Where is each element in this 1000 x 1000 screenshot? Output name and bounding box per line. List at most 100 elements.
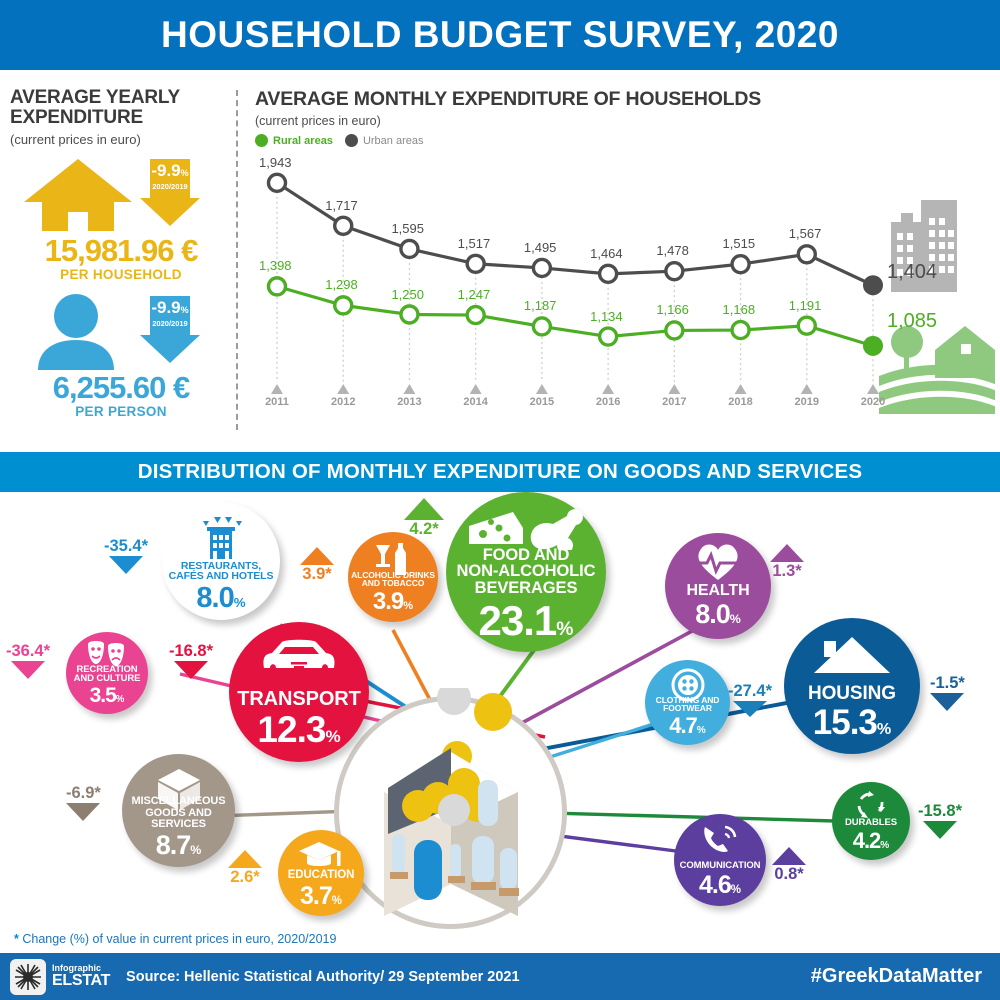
bubble-value-food: 23.1% (478, 597, 574, 644)
house-roof-icon (784, 635, 920, 677)
bubble-value-transport: 12.3% (257, 709, 341, 750)
chart-data-point (597, 326, 619, 347)
bubble-label-food: FOOD AND NON-ALCOHOLIC BEVERAGES (456, 545, 596, 598)
series-line-urban (276, 181, 874, 287)
chart-x-tick-label: 2014 (463, 396, 488, 408)
bubble-food[interactable]: FOOD AND NON-ALCOHOLIC BEVERAGES 23.1% (446, 492, 606, 652)
countryside-icon (879, 326, 995, 414)
legend-item-urban: Urban areas (344, 134, 423, 147)
bubble-alcoholic-drinks[interactable]: ALCOHOLIC DRINKS AND TOBACCO 3.9% (348, 532, 438, 622)
legend-label-rural: Rural areas (273, 134, 333, 147)
bubble-label-education: EDUCATION (287, 869, 355, 882)
bubble-durables[interactable]: DURABLES 4.2% (832, 782, 910, 860)
chart-point-label: 1,250 (391, 286, 424, 302)
source-text: Source: Hellenic Statistical Authority/ … (126, 968, 520, 985)
change-health: 1.3* (770, 544, 804, 581)
hashtag: #GreekDataMatter (810, 965, 982, 987)
chart-data-point (863, 335, 883, 356)
graduation-cap-icon (278, 840, 364, 870)
chart-data-point (730, 253, 751, 275)
bubble-health[interactable]: HEALTH 8.0% (665, 533, 771, 639)
chart-point-label: 1,464 (590, 245, 623, 261)
bubble-miscellaneous[interactable]: MISCELLANEOUS GOODS AND SERVICES 8.7% (122, 754, 235, 867)
change-value-household: -9.9% (151, 161, 189, 180)
chart-point-label: 1,495 (523, 239, 557, 255)
chart-data-point (399, 304, 420, 325)
phone-icon (674, 823, 766, 855)
bubble-clothing[interactable]: CLOTHING AND FOOTWEAR 4.7% (645, 660, 730, 745)
bubble-value-communication: 4.6% (699, 871, 741, 899)
elstat-logo-icon (10, 958, 46, 995)
bubble-value-clothing: 4.7% (669, 713, 706, 738)
bubble-label-transport: TRANSPORT (237, 687, 361, 710)
elstat-logo-text: Infographic ELSTAT (52, 964, 110, 989)
series-points-rural (266, 276, 883, 356)
change-value-housing: -1.5* (930, 674, 965, 692)
bubble-label-miscellaneous: MISCELLANEOUS GOODS AND SERVICES (131, 795, 226, 830)
chart-data-point (465, 304, 486, 326)
chart-point-label: 1,478 (656, 243, 689, 259)
bubble-recreation[interactable]: RECREATION AND CULTURE 3.5% (66, 632, 148, 714)
expenditure-bubble-chart: RESTAURANTS, CAFÉS AND HOTELS 8.0% -35.4… (0, 492, 1000, 932)
chart-data-point (266, 276, 288, 297)
bubble-transport[interactable]: TRANSPORT 12.3% (229, 622, 369, 762)
change-communication: 0.8* (772, 847, 806, 884)
chart-gridlines (276, 191, 874, 382)
bubble-value-education: 3.7% (300, 882, 342, 910)
chart-point-label: 1,298 (325, 277, 358, 293)
change-clothing: -27.4* (728, 682, 772, 717)
chart-x-tick-label: 2015 (529, 396, 555, 408)
bubble-restaurants[interactable]: RESTAURANTS, CAFÉS AND HOTELS 8.0% (162, 502, 280, 620)
change-value-alcoholic-drinks: 3.9* (302, 565, 332, 583)
chart-point-label: 1,595 (391, 220, 424, 236)
chart-point-label: 1,404 (887, 261, 938, 284)
bubble-label-restaurants: RESTAURANTS, CAFÉS AND HOTELS (168, 559, 274, 583)
chart-x-tick-label: 2018 (728, 396, 753, 408)
kpi-per-household: -9.9% 2020/2019 15,981.96 € PER HOUSEHOL… (10, 153, 232, 282)
bubble-label-housing: HOUSING (808, 682, 896, 704)
chart-data-point (465, 253, 486, 274)
chart-data-point (863, 275, 883, 296)
chart-data-point (796, 315, 817, 336)
bubble-value-health: 8.0% (695, 599, 741, 629)
change-miscellaneous: -6.9* (66, 784, 101, 821)
bubble-value-alcoholic-drinks: 3.9% (372, 588, 414, 615)
banner-title: DISTRIBUTION OF MONTHLY EXPENDITURE ON G… (137, 460, 863, 483)
house-with-coins-icon (384, 688, 519, 916)
monthly-expenditure-chart: AVERAGE MONTHLY EXPENDITURE OF HOUSEHOLD… (255, 88, 995, 438)
bubble-communication[interactable]: COMMUNICATION 4.6% (674, 814, 766, 906)
chart-x-tick-label: 2012 (330, 396, 356, 408)
change-period-person: 2020/2019 (152, 319, 188, 328)
bubble-label-alcoholic-drinks: ALCOHOLIC DRINKS AND TOBACCO (351, 569, 435, 589)
footnote-text: Change (%) of value in current prices in… (18, 932, 337, 946)
label-per-household: PER HOUSEHOLD (60, 267, 182, 282)
change-durables: -15.8* (918, 802, 962, 839)
bottle-glass-icon (348, 543, 438, 577)
change-restaurants: -35.4* (104, 537, 148, 574)
chart-data-point (333, 215, 354, 236)
change-value-person: -9.9% (151, 298, 189, 317)
box-icon (122, 767, 235, 811)
cheese-meat-icon (446, 506, 606, 550)
change-value-recreation: -36.4* (6, 642, 51, 660)
chart-plot-area: 1,943 1,717 1,595 1,517 1,495 1,464 1,478 1,515… (255, 150, 995, 420)
change-value-education: 2.6* (230, 868, 260, 886)
chart-point-label: 1,398 (259, 258, 292, 274)
change-badge-person: -9.9% 2020/2019 (140, 296, 200, 368)
kpi-per-person: -9.9% 2020/2019 6,255.60 € PER PERSON (10, 290, 232, 419)
logo-line2: ELSTAT (52, 972, 111, 989)
change-period-household: 2020/2019 (152, 182, 188, 191)
bubble-value-miscellaneous: 8.7% (155, 830, 202, 860)
change-value-food: 4.2* (409, 520, 439, 538)
legend-dot-rural (255, 134, 268, 147)
bubble-education[interactable]: EDUCATION 3.7% (278, 830, 364, 916)
chart-subtitle: (current prices in euro) (255, 114, 381, 128)
chart-point-label: 1,247 (457, 287, 491, 303)
chart-x-tick-markers (271, 384, 879, 394)
page-footer: Infographic ELSTAT Source: Hellenic Stat… (0, 953, 1000, 1000)
bubble-housing[interactable]: HOUSING 15.3% (784, 618, 920, 754)
chart-x-tick-label: 2019 (794, 396, 819, 408)
chart-data-point (266, 172, 288, 194)
series-line-rural (276, 284, 874, 348)
